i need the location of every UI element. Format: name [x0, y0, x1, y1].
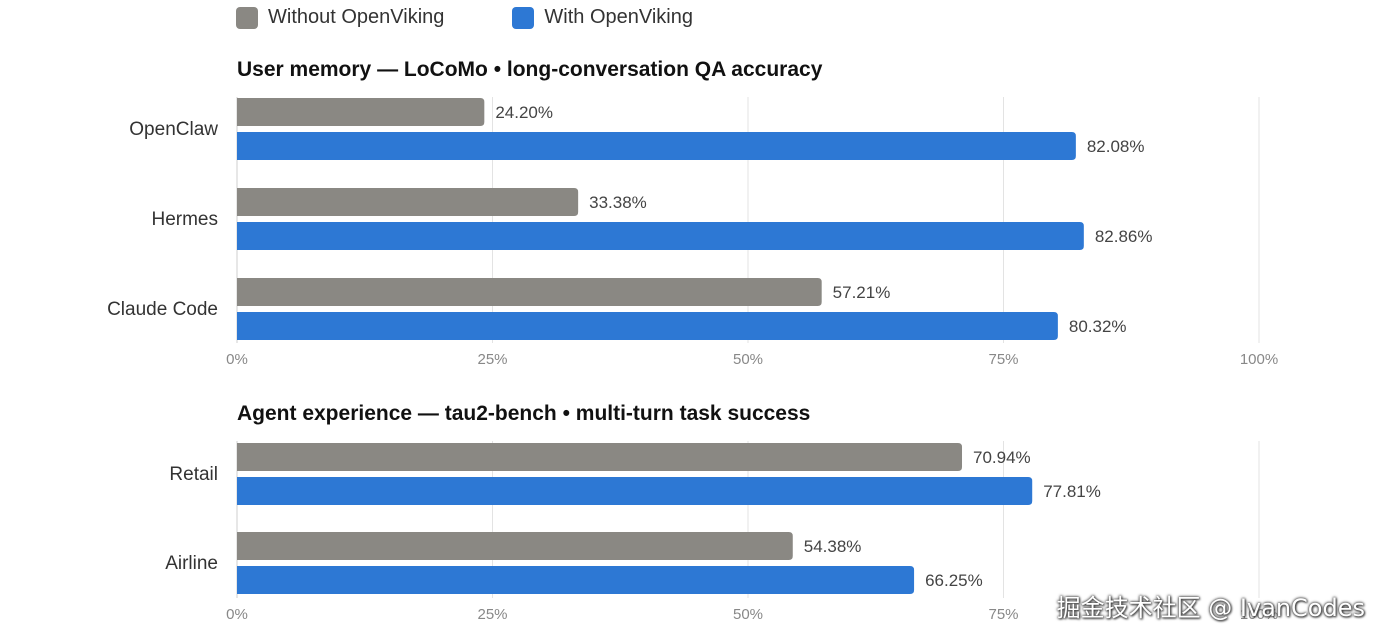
legend-label-without: Without OpenViking [268, 6, 445, 28]
bar-without [237, 443, 963, 471]
data-label: 54.38% [804, 537, 862, 556]
data-label: 33.38% [589, 193, 647, 212]
bar-with [237, 312, 1058, 340]
watermark: 掘金技术社区 @ IvanCodes [1056, 594, 1365, 622]
tick-label: 50% [733, 606, 763, 623]
legend-label-with: With OpenViking [544, 6, 693, 28]
category-label: Airline [165, 553, 218, 574]
bar-with [237, 222, 1084, 250]
data-label: 77.81% [1043, 482, 1101, 501]
legend-swatch-without [236, 6, 258, 29]
legend-item-without: Without OpenViking [236, 6, 444, 29]
tick-label: 75% [988, 606, 1018, 623]
bar-with [237, 477, 1033, 505]
tick-label: 75% [988, 351, 1018, 368]
bar-without [237, 188, 579, 216]
chart-title: User memory — LoCoMo • long-conversation… [237, 58, 823, 81]
legend-item-with: With OpenViking [512, 6, 693, 29]
tick-label: 0% [226, 351, 248, 368]
bar-with [237, 566, 915, 594]
data-label: 80.32% [1069, 317, 1127, 336]
tick-label: 50% [733, 351, 763, 368]
category-label: Claude Code [107, 299, 218, 320]
data-label: 57.21% [833, 283, 891, 302]
tick-label: 100% [1240, 606, 1278, 623]
legend: Without OpenViking With OpenViking [236, 6, 693, 29]
bar-without [237, 278, 822, 306]
chart-title: Agent experience — tau2-bench • multi-tu… [237, 402, 810, 425]
data-label: 82.08% [1087, 137, 1145, 156]
chart-0: User memory — LoCoMo • long-conversation… [107, 58, 1278, 368]
category-label: Retail [169, 464, 218, 485]
legend-swatch-with [512, 6, 535, 29]
tick-label: 25% [477, 606, 507, 623]
chart-1: Agent experience — tau2-bench • multi-tu… [165, 402, 1278, 623]
category-label: OpenClaw [129, 119, 218, 140]
data-label: 66.25% [925, 571, 983, 590]
data-label: 70.94% [973, 448, 1031, 467]
tick-label: 0% [226, 606, 248, 623]
data-label: 82.86% [1095, 227, 1153, 246]
bar-without [237, 532, 793, 560]
bar-without [237, 98, 485, 126]
category-label: Hermes [151, 209, 218, 230]
tick-label: 100% [1240, 351, 1278, 368]
tick-label: 25% [477, 351, 507, 368]
data-label: 24.20% [495, 103, 553, 122]
bar-with [237, 132, 1076, 160]
